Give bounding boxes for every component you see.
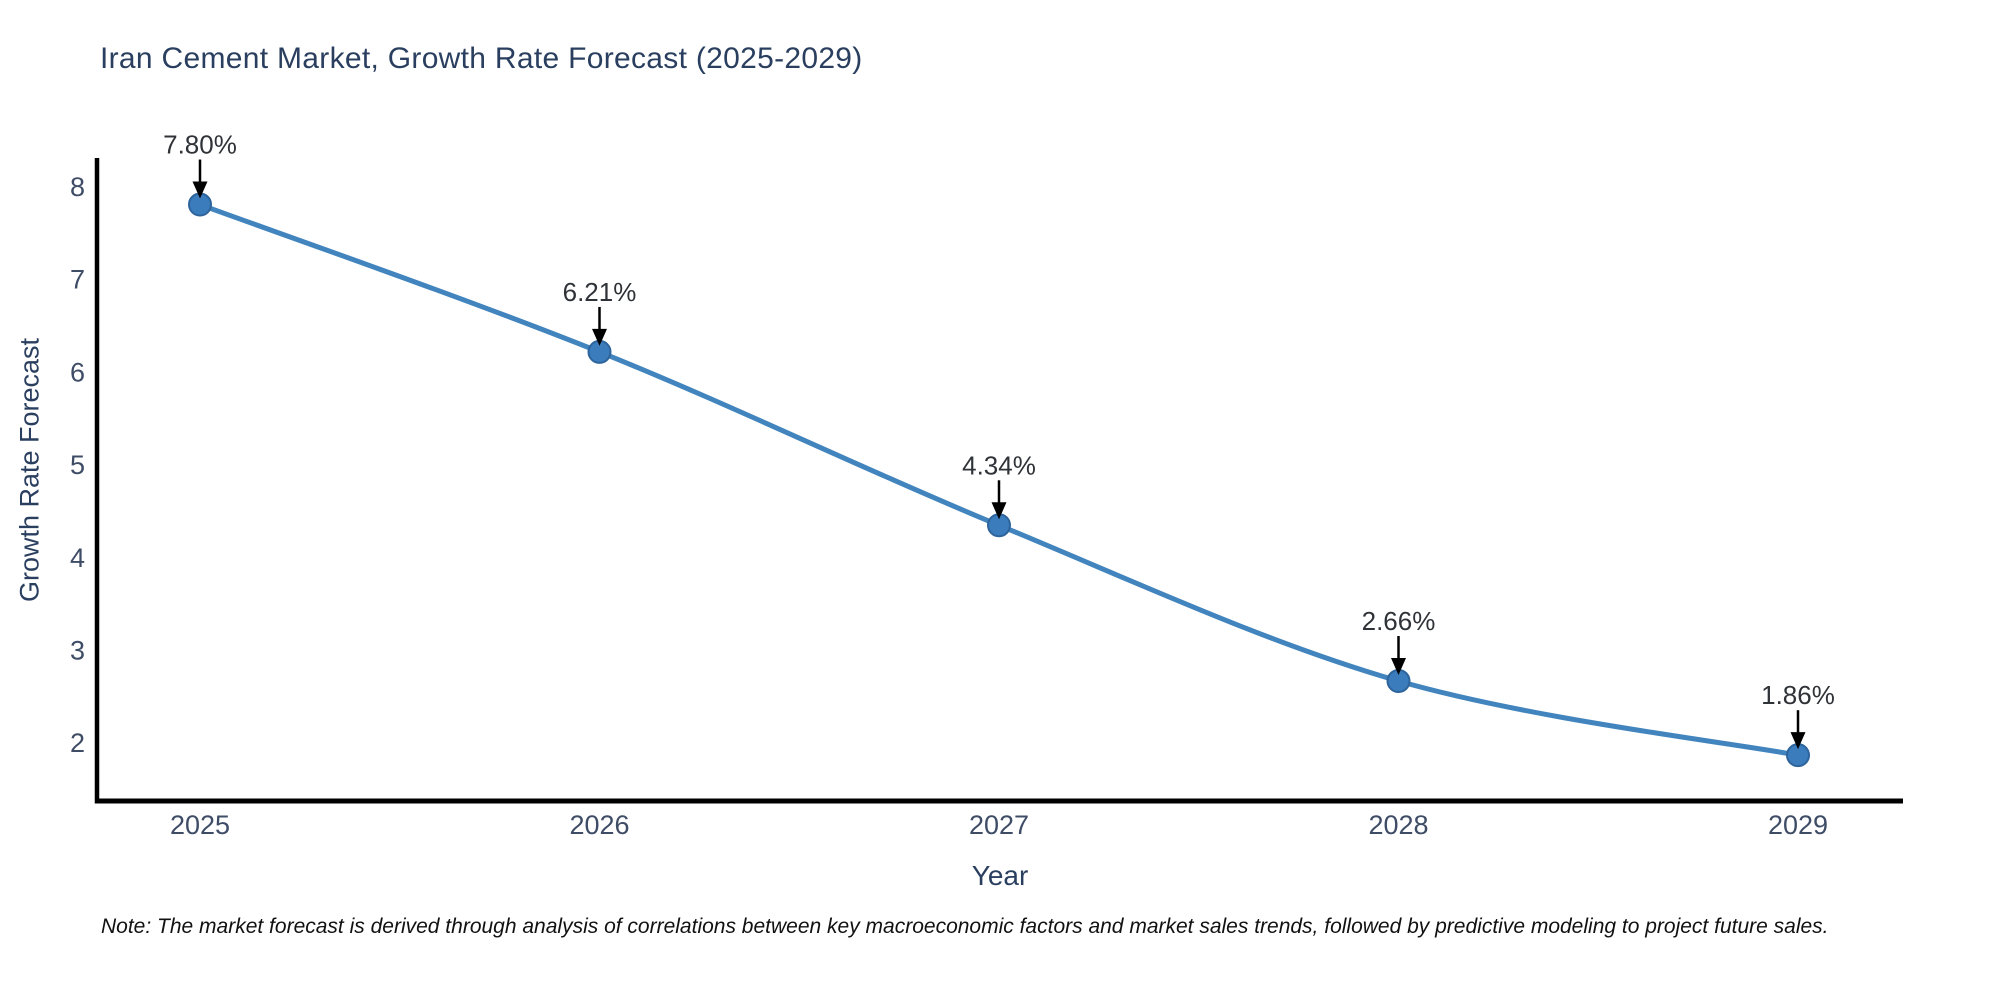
annotation-arrow-head xyxy=(1391,658,1406,676)
annotation-label: 1.86% xyxy=(1761,680,1835,710)
annotation-label: 7.80% xyxy=(163,130,237,160)
y-tick-label: 7 xyxy=(70,265,85,295)
annotation-label: 6.21% xyxy=(563,277,637,307)
y-tick-label: 4 xyxy=(70,543,85,573)
annotation-arrow-head xyxy=(991,502,1007,520)
annotation-arrow-head xyxy=(192,181,208,199)
y-tick-label: 6 xyxy=(70,357,85,387)
annotation-label: 2.66% xyxy=(1362,606,1436,636)
x-tick-label: 2029 xyxy=(1768,810,1828,840)
y-tick-label: 3 xyxy=(70,636,85,666)
annotation-arrow-head xyxy=(592,328,607,346)
annotation-label: 4.34% xyxy=(962,450,1036,480)
x-tick-label: 2027 xyxy=(969,810,1029,840)
annotation-arrow-head xyxy=(1790,732,1806,750)
chart-title: Iran Cement Market, Growth Rate Forecast… xyxy=(100,42,863,75)
y-tick-label: 5 xyxy=(70,450,85,480)
y-tick-label: 8 xyxy=(70,172,85,202)
x-tick-label: 2026 xyxy=(569,810,629,840)
chart-footnote: Note: The market forecast is derived thr… xyxy=(101,915,1829,938)
x-axis-title: Year xyxy=(971,860,1029,891)
y-tick-label: 2 xyxy=(70,728,85,758)
x-tick-label: 2025 xyxy=(170,810,230,840)
x-tick-label: 2028 xyxy=(1368,810,1428,840)
